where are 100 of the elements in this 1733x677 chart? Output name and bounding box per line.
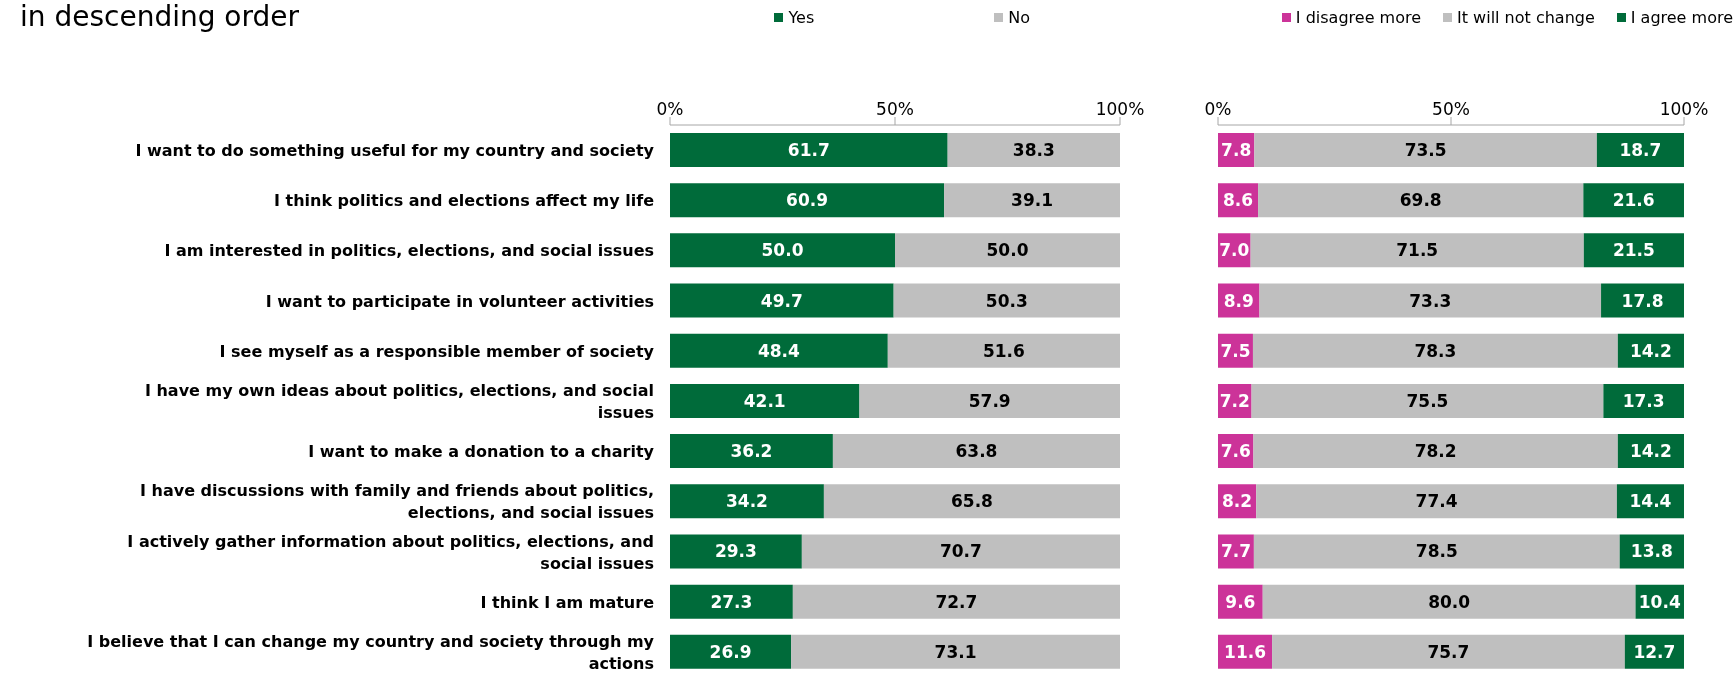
bar bbox=[792, 584, 1120, 619]
bar bbox=[895, 233, 1120, 268]
y-tick-label: I think I am mature bbox=[480, 592, 655, 612]
data-label: 50.0 bbox=[761, 240, 804, 261]
data-label: 72.7 bbox=[935, 591, 978, 612]
data-label: 10.4 bbox=[1638, 591, 1681, 612]
bar bbox=[670, 233, 895, 268]
data-label: 8.2 bbox=[1222, 491, 1253, 512]
x-tick-label: 50% bbox=[876, 99, 914, 119]
bar bbox=[801, 534, 1120, 569]
data-label: 50.3 bbox=[985, 290, 1028, 311]
bar bbox=[893, 283, 1120, 318]
data-label: 8.9 bbox=[1223, 290, 1254, 311]
bar bbox=[947, 133, 1120, 167]
data-label: 51.6 bbox=[982, 340, 1025, 361]
bar bbox=[1253, 434, 1618, 469]
bar bbox=[823, 484, 1120, 519]
data-label: 17.8 bbox=[1621, 290, 1664, 311]
data-label: 78.5 bbox=[1415, 541, 1458, 562]
bar bbox=[887, 333, 1120, 368]
data-label: 7.5 bbox=[1220, 340, 1251, 361]
bar bbox=[670, 584, 793, 619]
data-label: 27.3 bbox=[710, 591, 753, 612]
y-tick-label: I believe that I can change my country and society through my actions bbox=[87, 631, 655, 673]
x-tick-label: 100% bbox=[1659, 99, 1709, 119]
data-label: 8.6 bbox=[1222, 190, 1254, 211]
data-label: 73.3 bbox=[1409, 290, 1452, 311]
legend-label: No bbox=[1008, 8, 1030, 27]
y-tick-label: I actively gather information about politics, elections, and social issues bbox=[127, 531, 654, 573]
y-tick-label: I want to participate in volunteer activities bbox=[265, 291, 654, 311]
legend-label: I disagree more bbox=[1295, 8, 1422, 27]
bar bbox=[670, 333, 888, 368]
bar bbox=[670, 283, 894, 318]
data-label: 13.8 bbox=[1630, 541, 1673, 562]
data-label: 63.8 bbox=[955, 441, 998, 462]
bar bbox=[832, 434, 1120, 469]
data-label: 29.3 bbox=[714, 541, 757, 562]
bar bbox=[1603, 383, 1684, 418]
bar bbox=[670, 534, 802, 569]
legend-label: Yes bbox=[788, 8, 815, 27]
data-label: 7.7 bbox=[1220, 541, 1251, 562]
data-label: 18.7 bbox=[1619, 140, 1662, 160]
data-label: 42.1 bbox=[743, 390, 786, 411]
bar bbox=[1583, 233, 1684, 268]
y-tick-label: I have my own ideas about politics, elections, and social issues bbox=[144, 380, 654, 422]
bar bbox=[1256, 484, 1617, 519]
data-label: 9.6 bbox=[1225, 591, 1256, 612]
data-label: 34.2 bbox=[725, 491, 768, 512]
y-tick-label: I have discussions with family and friends about politics, elections, and social issues bbox=[140, 480, 654, 522]
data-label: 49.7 bbox=[760, 290, 803, 311]
data-label: 50.0 bbox=[986, 240, 1029, 261]
data-label: 73.5 bbox=[1404, 140, 1447, 160]
legend-label: It will not change bbox=[1457, 8, 1595, 27]
bar bbox=[1258, 183, 1584, 218]
x-tick-label: 0% bbox=[656, 99, 684, 119]
data-label: 38.3 bbox=[1012, 140, 1055, 160]
bar bbox=[1601, 283, 1684, 318]
bar bbox=[1583, 183, 1684, 218]
bar bbox=[1253, 534, 1620, 569]
y-tick-label: I am interested in politics, elections, and social issues bbox=[164, 240, 654, 260]
bar bbox=[1250, 233, 1584, 268]
legend-label: I agree more bbox=[1630, 8, 1733, 27]
data-label: 26.9 bbox=[709, 641, 752, 662]
data-label: 77.4 bbox=[1415, 491, 1458, 512]
bar bbox=[859, 383, 1120, 418]
data-label: 14.2 bbox=[1629, 441, 1672, 462]
bar bbox=[1252, 333, 1618, 368]
x-tick-label: 0% bbox=[1204, 99, 1232, 119]
data-label: 7.0 bbox=[1219, 240, 1250, 261]
data-label: 7.8 bbox=[1221, 140, 1252, 160]
data-label: 17.3 bbox=[1622, 390, 1665, 411]
data-label: 7.6 bbox=[1220, 441, 1251, 462]
bar bbox=[1254, 133, 1597, 167]
data-label: 36.2 bbox=[730, 441, 773, 462]
bar bbox=[670, 434, 833, 469]
bar bbox=[670, 484, 824, 519]
data-label: 65.8 bbox=[950, 491, 993, 512]
data-label: 14.2 bbox=[1629, 340, 1672, 361]
data-label: 21.6 bbox=[1612, 190, 1655, 211]
bar bbox=[670, 634, 792, 669]
data-label: 14.4 bbox=[1629, 491, 1672, 512]
bar bbox=[1272, 634, 1625, 669]
data-label: 61.7 bbox=[787, 140, 830, 160]
x-tick-label: 50% bbox=[1432, 99, 1470, 119]
data-label: 48.4 bbox=[757, 340, 801, 361]
data-label: 71.5 bbox=[1396, 240, 1439, 261]
data-label: 39.1 bbox=[1011, 190, 1053, 211]
bar bbox=[944, 183, 1120, 218]
data-label: 78.3 bbox=[1414, 340, 1457, 361]
data-label: 7.2 bbox=[1219, 390, 1250, 411]
data-label: 73.1 bbox=[934, 641, 977, 662]
data-label: 12.7 bbox=[1633, 641, 1676, 662]
data-label: 60.9 bbox=[786, 190, 828, 211]
data-label: 21.5 bbox=[1612, 240, 1655, 261]
x-tick-label: 100% bbox=[1095, 99, 1145, 119]
data-label: 75.7 bbox=[1427, 641, 1470, 662]
bar bbox=[670, 133, 948, 167]
y-tick-label: I want to do something useful for my country and society bbox=[135, 140, 655, 160]
data-label: 69.8 bbox=[1399, 190, 1442, 211]
bar bbox=[1596, 133, 1684, 167]
